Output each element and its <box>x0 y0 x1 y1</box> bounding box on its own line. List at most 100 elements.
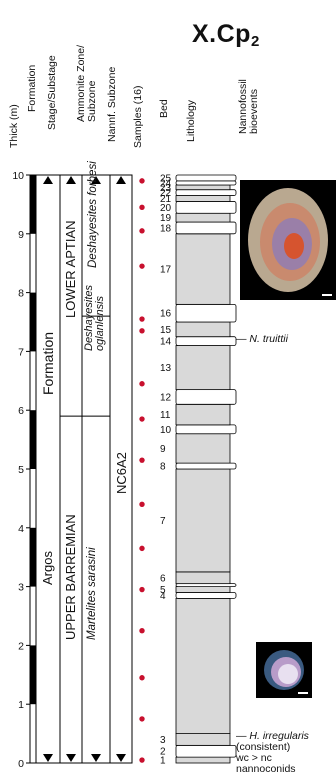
thickness-tick-label: 6 <box>18 405 24 417</box>
bed-label: 12 <box>160 392 172 403</box>
nannofossil-column <box>109 174 133 764</box>
thickness-bar-black-segment <box>30 292 36 352</box>
column-arrow-up <box>43 176 53 184</box>
sample-point <box>139 316 145 322</box>
bed-label: 4 <box>160 591 166 602</box>
section-title: X.Cp2 <box>192 20 260 50</box>
sample-point <box>139 457 145 463</box>
bed-label: 22 <box>160 188 172 199</box>
sample-point <box>139 381 145 387</box>
lithology-bed <box>175 345 231 391</box>
formation-name-label: Argos <box>40 551 55 585</box>
bed-label: 14 <box>160 337 172 348</box>
scale-bar <box>298 692 308 694</box>
formation-word-label: Formation <box>40 331 56 395</box>
sample-point <box>139 228 145 234</box>
lithology-bed <box>175 462 237 470</box>
bed-label: 18 <box>160 223 172 234</box>
bed-label: 19 <box>160 213 172 224</box>
bed-label: 7 <box>160 516 166 527</box>
thickness-tick-label: 7 <box>18 346 24 358</box>
thickness-tick-label: 10 <box>12 170 24 182</box>
lithology-bed <box>175 184 231 191</box>
bed-label: 11 <box>160 410 171 421</box>
bed-label: 25 <box>160 173 172 184</box>
lithology-bed <box>175 221 237 235</box>
lithology-bed <box>175 180 237 186</box>
photo-n-truittii <box>240 180 336 300</box>
thickness-tick-label: 0 <box>18 758 24 768</box>
formation-column <box>35 174 61 764</box>
lithology-bed <box>175 583 237 587</box>
ammonite-label-sarasini: Martelites sarasini <box>86 547 98 640</box>
sample-point <box>139 328 145 334</box>
sample-point <box>139 757 145 763</box>
thickness-bar-black-segment <box>30 410 36 469</box>
column-arrow-up <box>66 176 76 184</box>
bioevent-taxon: H. irregularis <box>249 730 309 743</box>
thickness-tick-label: 4 <box>18 523 24 535</box>
lithology-bed <box>175 571 231 585</box>
bed-label: 3 <box>160 735 166 746</box>
bed-label: 23 <box>160 183 172 194</box>
thickness-bar-black-segment <box>30 527 36 587</box>
bed-label: 17 <box>160 265 172 276</box>
thickness-tick-label: 3 <box>18 582 24 594</box>
thickness-tick-label: 1 <box>18 699 24 711</box>
stage-label-lower-aptian: LOWER APTIAN <box>63 220 78 318</box>
photo-specimen-layer <box>284 233 304 259</box>
sample-point <box>139 628 145 634</box>
sample-point <box>139 716 145 722</box>
ammonite-label-forbesi: Deshayesites forbesi <box>87 161 99 268</box>
photo-h-irregularis <box>256 642 312 698</box>
lithology-bed <box>175 756 231 764</box>
scale-bar <box>322 294 332 296</box>
lithology-bed <box>175 592 237 599</box>
bed-label: 5 <box>160 585 166 596</box>
lithology-bed <box>175 321 231 338</box>
lithology-bed <box>175 403 231 426</box>
bed-label: 1 <box>160 756 166 767</box>
column-arrow-down <box>43 754 53 762</box>
bed-label: 24 <box>160 178 172 189</box>
thickness-tick-label: 2 <box>18 640 24 652</box>
column-arrow-down <box>91 754 101 762</box>
lithology-bed <box>175 433 231 464</box>
lithology-bed <box>175 303 237 323</box>
bioevent-line: wc > nc <box>236 752 272 765</box>
bed-label: 20 <box>160 203 172 214</box>
column-arrow-up <box>91 176 101 184</box>
lithology-bed <box>175 189 237 196</box>
bioevent-dash: — <box>236 730 250 743</box>
thickness-tick-label: 9 <box>18 229 24 241</box>
thickness-tick-label: 8 <box>18 288 24 300</box>
lithology-bed <box>175 586 231 593</box>
bioevent-h-irregularis: — H. irregularis (consistent) wc > nc na… <box>236 731 309 775</box>
bed-label: 9 <box>160 444 166 455</box>
stage-label-upper-barremian: UPPER BARREMIAN <box>63 514 78 640</box>
bioevent-n-truittii: — N. truittii <box>236 332 288 345</box>
thickness-bar-black-segment <box>30 175 36 234</box>
bioevent-line: nannoconids <box>236 763 296 775</box>
lithology-bed <box>175 174 237 182</box>
sample-point <box>139 178 145 184</box>
lithology-bed <box>175 212 231 223</box>
photo-specimen-layer <box>278 664 298 684</box>
ammonite-label-oglanlensis: Deshayesites oglanlensis <box>83 284 106 351</box>
lithology-bed <box>175 597 231 734</box>
bed-label: 10 <box>160 425 172 436</box>
bioevent-taxon: N. truittii <box>249 332 288 345</box>
sample-point <box>139 501 145 507</box>
bed-label: 16 <box>160 309 172 320</box>
column-arrow-up <box>116 176 126 184</box>
sample-point <box>139 586 145 593</box>
nannofossil-subzone-label: NC6A2 <box>114 452 129 494</box>
sample-point <box>139 204 145 211</box>
sample-point <box>139 545 145 552</box>
bed-label: 21 <box>160 194 172 205</box>
lithology-bed <box>175 233 231 305</box>
bed-label: 13 <box>160 363 172 374</box>
sample-point <box>139 263 145 269</box>
